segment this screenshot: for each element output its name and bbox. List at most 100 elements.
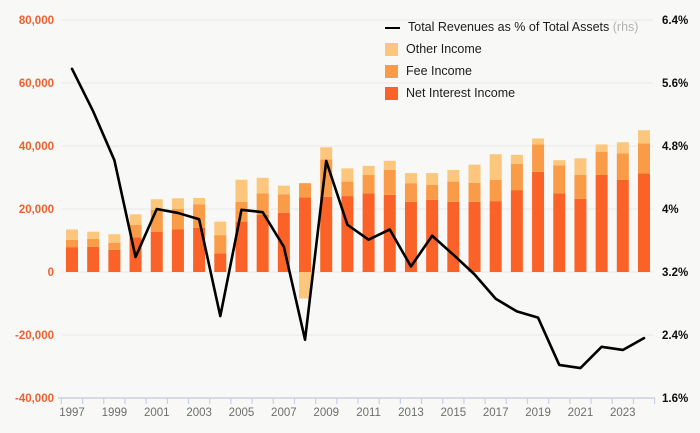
bar-segment-net-interest-income [510, 190, 523, 272]
bar-segment-fee-income [87, 238, 100, 247]
bar-segment-other-income [362, 165, 375, 175]
bar-segment-net-interest-income [320, 196, 333, 272]
left-axis-label: 40,000 [19, 141, 54, 153]
bar-segment-other-income [87, 231, 100, 239]
bar-segment-net-interest-income [235, 221, 248, 272]
left-axis-label: 80,000 [19, 15, 54, 27]
bar-segment-net-interest-income [404, 201, 417, 272]
bar-segment-other-income [489, 154, 502, 181]
bar-segment-other-income [235, 179, 248, 202]
bar-segment-net-interest-income [256, 214, 269, 272]
net-interest-income-swatch-icon [385, 87, 398, 100]
bar-segment-fee-income [574, 174, 587, 199]
bar-segment-other-income [108, 234, 121, 243]
legend-label: Net Interest Income [406, 86, 516, 100]
bar-segment-other-income [553, 160, 566, 166]
x-axis-label: 2017 [483, 407, 509, 419]
bar-segment-other-income [616, 142, 629, 154]
legend-item-other-income: Other Income [385, 42, 638, 57]
bar-segment-other-income [574, 158, 587, 175]
bar-segment-other-income [150, 199, 163, 210]
left-axis-label: -40,000 [15, 393, 54, 405]
x-axis-label: 2007 [271, 407, 297, 419]
bar-segment-other-income [277, 185, 290, 195]
bar-segment-net-interest-income [214, 253, 227, 272]
bar-segment-other-income [447, 169, 460, 182]
legend-item-net-interest-income: Net Interest Income [385, 86, 638, 101]
bar-segment-other-income [129, 214, 142, 225]
legend-item-fee-income: Fee Income [385, 64, 638, 79]
legend-label: Other Income [406, 42, 482, 56]
bar-segment-fee-income [616, 153, 629, 181]
bar-segment-other-income [468, 164, 481, 183]
bar-segment-fee-income [383, 169, 396, 195]
fee-income-swatch-icon [385, 65, 398, 78]
bar-segment-other-income [171, 198, 184, 209]
bar-segment-fee-income [510, 163, 523, 191]
bar-segment-other-income [637, 130, 650, 144]
bar-segment-net-interest-income [87, 246, 100, 272]
right-axis-label: 3.2% [662, 267, 688, 279]
bar-segment-net-interest-income [489, 201, 502, 272]
bar-segment-other-income [214, 221, 227, 236]
bar-segment-fee-income [193, 204, 206, 228]
x-axis-label: 2003 [186, 407, 212, 419]
bar-segment-net-interest-income [171, 229, 184, 272]
x-axis-label: 2015 [441, 407, 467, 419]
right-axis-label: 5.6% [662, 78, 688, 90]
bar-segment-fee-income [341, 181, 354, 197]
bar-segment-other-income [404, 173, 417, 184]
x-axis-label: 2009 [313, 407, 339, 419]
bar-segment-fee-income [637, 143, 650, 174]
x-axis-label: 2021 [568, 407, 594, 419]
bar-segment-fee-income [426, 184, 439, 200]
bar-segment-net-interest-income [637, 173, 650, 272]
bar-segment-fee-income [256, 193, 269, 215]
bar-segment-net-interest-income [150, 231, 163, 272]
bar-segment-other-income [193, 197, 206, 205]
left-axis-label: 20,000 [19, 204, 54, 216]
left-axis-label: 60,000 [19, 78, 54, 90]
bar-segment-net-interest-income [574, 198, 587, 272]
bar-segment-other-income [320, 147, 333, 160]
legend: Total Revenues as % of Total Assets (rhs… [385, 20, 638, 101]
legend-label: Total Revenues as % of Total Assets (rhs… [408, 20, 638, 35]
x-axis-label: 2023 [610, 407, 636, 419]
right-axis-label: 1.6% [662, 393, 688, 405]
bar-segment-fee-income [532, 144, 545, 172]
legend-rhs-suffix: (rhs) [612, 20, 639, 34]
bar-segment-fee-income [447, 181, 460, 202]
bar-segment-fee-income [277, 194, 290, 213]
bar-segment-other-income [383, 160, 396, 170]
right-axis-label: 4% [662, 204, 679, 216]
bar-segment-fee-income [362, 174, 375, 194]
bar-segment-fee-income [129, 224, 142, 238]
bar-segment-other-income [532, 138, 545, 145]
bar-segment-fee-income [553, 165, 566, 194]
bar-segment-net-interest-income [595, 174, 608, 272]
legend-item-total-revenues: Total Revenues as % of Total Assets (rhs… [385, 20, 638, 35]
bar-segment-net-interest-income [616, 180, 629, 272]
bar-segment-other-income [510, 154, 523, 164]
legend-label: Fee Income [406, 64, 473, 78]
legend-label-text: Total Revenues as % of Total Assets [408, 20, 610, 34]
bar-segment-net-interest-income [553, 193, 566, 272]
left-axis-label: -20,000 [15, 330, 54, 342]
x-axis-label: 1997 [59, 407, 85, 419]
bar-segment-net-interest-income [108, 249, 121, 272]
bar-segment-other-income [66, 229, 78, 240]
bar-segment-other-income [256, 177, 269, 194]
x-axis-label: 2013 [398, 407, 424, 419]
x-axis-label: 2019 [525, 407, 551, 419]
x-axis-label: 2005 [229, 407, 255, 419]
bar-segment-fee-income [489, 180, 502, 202]
bar-segment-fee-income [404, 183, 417, 202]
x-axis-label: 1999 [102, 407, 128, 419]
bar-segment-other-income [426, 173, 439, 185]
bar-segment-fee-income [66, 239, 78, 248]
bar-segment-other-income [595, 144, 608, 152]
line-swatch-icon [385, 26, 400, 29]
bar-segment-fee-income [299, 183, 312, 198]
